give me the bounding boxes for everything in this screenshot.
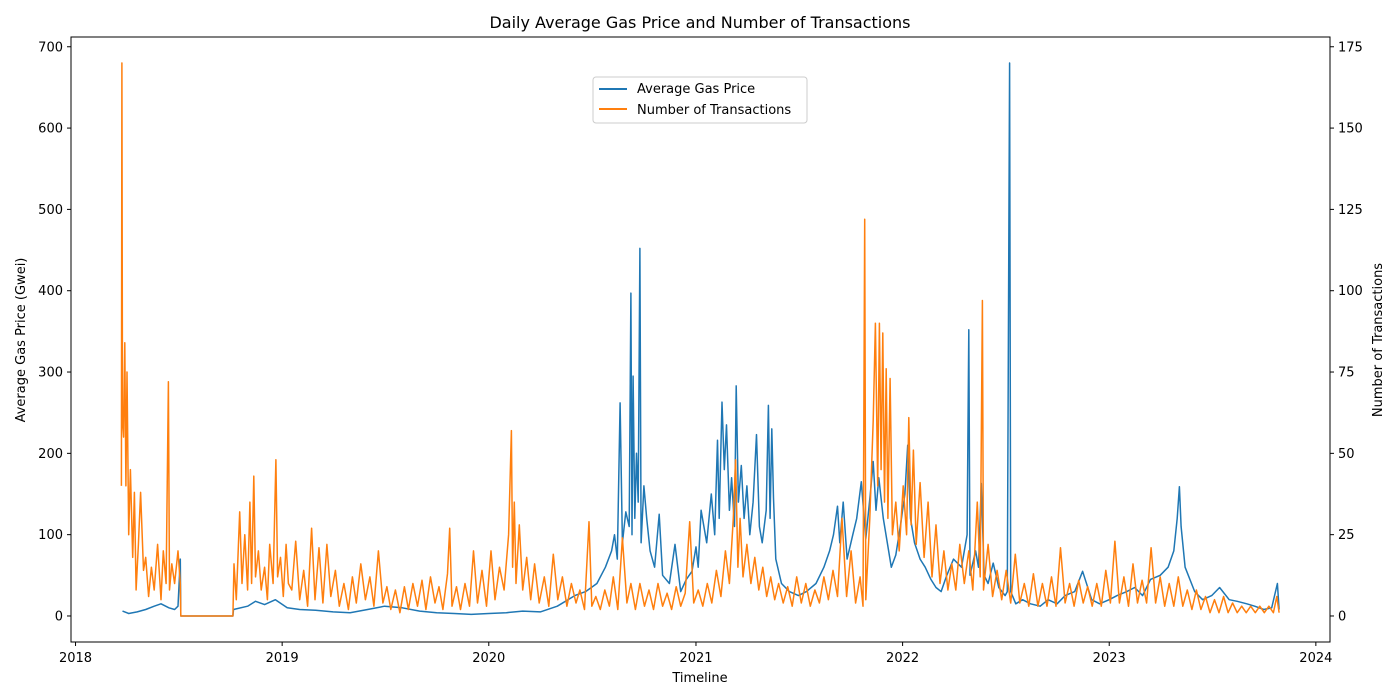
y-left-tick-label: 0 bbox=[55, 609, 63, 624]
y-left-tick-label: 100 bbox=[38, 528, 63, 543]
x-tick-label: 2020 bbox=[472, 651, 505, 666]
x-tick-label: 2023 bbox=[1093, 651, 1126, 666]
y-right-tick-label: 25 bbox=[1338, 528, 1355, 543]
series-line-transactions bbox=[120, 62, 1280, 617]
y-left-tick-label: 200 bbox=[38, 447, 63, 462]
plot-frame bbox=[70, 36, 1331, 643]
x-tick-label: 2024 bbox=[1299, 651, 1332, 666]
x-tick-label: 2022 bbox=[886, 651, 919, 666]
chart-title: Daily Average Gas Price and Number of Tr… bbox=[489, 13, 910, 32]
y-right-tick-label: 50 bbox=[1338, 447, 1355, 462]
y-axis-left-title: Average Gas Price (Gwei) bbox=[14, 258, 29, 423]
x-axis: 2018 2019 2020 2021 2022 2023 2024 bbox=[59, 642, 1332, 666]
y-right-tick-label: 150 bbox=[1338, 122, 1363, 137]
legend: Average Gas Price Number of Transactions bbox=[592, 76, 808, 124]
y-left-tick-label: 500 bbox=[38, 203, 63, 218]
legend-label-transactions: Number of Transactions bbox=[637, 103, 791, 118]
legend-box bbox=[592, 76, 808, 124]
y-right-tick-label: 100 bbox=[1338, 284, 1363, 299]
x-tick-label: 2019 bbox=[266, 651, 299, 666]
y-axis-right-title: Number of Transactions bbox=[1371, 263, 1386, 417]
series-layer bbox=[120, 62, 1280, 617]
y-left-tick-label: 600 bbox=[38, 122, 63, 137]
x-tick-label: 2021 bbox=[679, 651, 712, 666]
y-right-tick-label: 175 bbox=[1338, 40, 1363, 55]
y-right-tick-label: 125 bbox=[1338, 203, 1363, 218]
y-right-tick-label: 0 bbox=[1338, 609, 1346, 624]
y-left-tick-label: 300 bbox=[38, 366, 63, 381]
y-left-tick-label: 400 bbox=[38, 284, 63, 299]
x-tick-label: 2018 bbox=[59, 651, 92, 666]
x-axis-title: Timeline bbox=[671, 671, 727, 686]
legend-label-gas-price: Average Gas Price bbox=[637, 82, 755, 97]
y-right-tick-label: 75 bbox=[1338, 366, 1355, 381]
series-line-gas-price bbox=[122, 62, 1280, 617]
y-axis-left: 0 100 200 300 400 500 600 700 bbox=[38, 40, 71, 624]
y-left-tick-label: 700 bbox=[38, 40, 63, 55]
y-axis-right: 0 25 50 75 100 125 150 175 bbox=[1330, 40, 1363, 624]
